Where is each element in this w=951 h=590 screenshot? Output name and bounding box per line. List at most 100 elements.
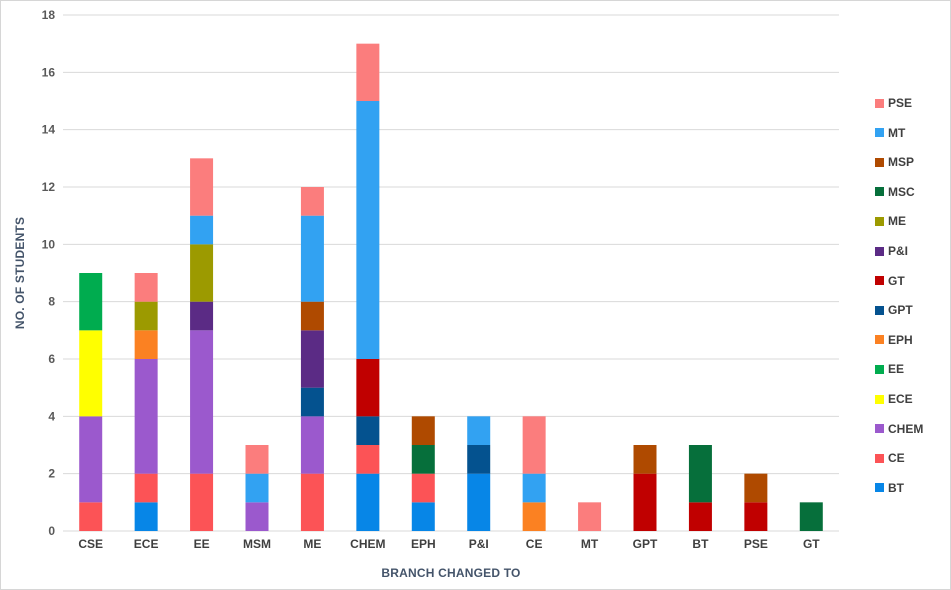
bar-segment-GPT-P&I: [467, 445, 491, 474]
legend-label: GPT: [888, 303, 913, 318]
bar-segment-CE-EE: [190, 473, 214, 531]
bar-segment-CHEM-CSE: [79, 416, 103, 503]
x-category-label-GPT: GPT: [633, 537, 658, 551]
bar-segment-MSP-ME: [300, 301, 324, 331]
legend-swatch-icon: [875, 246, 884, 256]
legend-swatch-icon: [875, 335, 884, 345]
bar-segment-GT-CHEM: [356, 359, 380, 417]
x-category-label-P&I: P&I: [469, 537, 489, 551]
legend-item-GPT: GPT: [875, 304, 913, 316]
bar-segment-PSE-EE: [190, 158, 214, 216]
legend-swatch-icon: [875, 305, 884, 315]
bar-segment-PSE-CE: [522, 416, 546, 474]
legend-label: PSE: [888, 96, 913, 110]
legend-label: EPH: [888, 332, 913, 347]
bar-segment-PSE-ME: [300, 187, 324, 216]
bar-segment-BT-CHEM: [356, 473, 380, 531]
bar-segment-P&I-ME: [300, 330, 324, 388]
x-category-label-MT: MT: [581, 537, 599, 551]
bar-segment-PSE-MT: [578, 502, 602, 531]
bar-segment-MSP-EPH: [411, 416, 435, 445]
bar-segment-GT-PSE: [744, 502, 768, 531]
bar-segment-GPT-CHEM: [356, 416, 380, 445]
legend-swatch-icon: [875, 276, 884, 286]
legend-item-CE: CE: [875, 452, 905, 464]
bar-segment-EPH-CE: [522, 502, 546, 531]
legend-swatch-icon: [875, 424, 884, 434]
y-tick-label-12: 12: [42, 180, 56, 194]
legend-label: CE: [888, 451, 905, 466]
bar-segment-MSP-PSE: [744, 473, 768, 503]
legend-swatch-icon: [875, 187, 884, 197]
legend-label: GT: [888, 273, 905, 288]
bar-segment-MSC-BT: [688, 445, 712, 503]
bar-segment-P&I-EE: [190, 301, 214, 331]
legend-label: ECE: [888, 392, 913, 406]
legend-item-BT: BT: [875, 482, 904, 494]
legend-item-CHEM: CHEM: [875, 423, 923, 435]
x-category-label-EE: EE: [194, 537, 210, 551]
legend-label: MSC: [888, 184, 915, 199]
bar-segment-BT-ECE: [134, 502, 158, 531]
x-category-label-PSE: PSE: [744, 537, 768, 551]
legend-swatch-icon: [875, 157, 884, 167]
y-tick-label-8: 8: [48, 295, 55, 309]
bar-segment-ME-ECE: [134, 301, 158, 331]
y-axis-title: NO. OF STUDENTS: [13, 216, 27, 330]
bar-segment-CHEM-ME: [300, 416, 324, 474]
y-tick-label-10: 10: [42, 237, 56, 251]
x-category-label-GT: GT: [803, 537, 820, 551]
bar-segment-PSE-MSM: [245, 445, 269, 474]
bar-segment-CHEM-ECE: [134, 359, 158, 474]
legend-swatch-icon: [875, 98, 884, 108]
y-tick-label-14: 14: [42, 123, 56, 137]
bar-segment-ME-EE: [190, 244, 214, 302]
bar-segment-PSE-CHEM: [356, 43, 380, 101]
y-tick-label-0: 0: [48, 524, 55, 538]
bar-segment-MT-MSM: [245, 473, 269, 503]
x-axis-title: BRANCH CHANGED TO: [381, 566, 521, 580]
legend-swatch-icon: [875, 453, 884, 463]
bar-segment-MT-CHEM: [356, 101, 380, 359]
y-tick-label-16: 16: [42, 65, 56, 79]
x-category-label-EPH: EPH: [411, 537, 436, 551]
legend-swatch-icon: [875, 364, 884, 374]
legend-item-MSC: MSC: [875, 186, 915, 198]
x-category-label-ME: ME: [303, 537, 321, 551]
legend-item-EE: EE: [875, 363, 904, 375]
legend-swatch-icon: [875, 216, 884, 226]
legend-label: EE: [888, 362, 905, 377]
bar-segment-CE-CSE: [79, 502, 103, 531]
bar-segment-EPH-ECE: [134, 330, 158, 359]
legend-swatch-icon: [875, 483, 884, 493]
y-tick-label-4: 4: [48, 409, 55, 423]
bar-segment-BT-P&I: [467, 473, 491, 531]
legend-label: MSP: [888, 155, 915, 170]
x-category-label-ECE: ECE: [134, 537, 159, 551]
bar-segment-MSC-GT: [799, 502, 823, 531]
bar-segment-CHEM-EE: [190, 330, 214, 474]
legend-item-MSP: MSP: [875, 156, 914, 168]
legend-item-ECE: ECE: [875, 393, 913, 405]
y-tick-label-6: 6: [48, 352, 55, 366]
bar-segment-PSE-ECE: [134, 273, 158, 302]
x-category-label-BT: BT: [692, 537, 709, 551]
legend-label: CHEM: [888, 421, 924, 436]
x-category-label-CHEM: CHEM: [350, 537, 385, 551]
legend-label: BT: [888, 480, 904, 495]
legend-swatch-icon: [875, 128, 884, 138]
bar-segment-MSC-EPH: [411, 445, 435, 474]
legend-label: ME: [888, 214, 906, 229]
bar-segment-GT-BT: [688, 502, 712, 531]
bar-segment-GT-GPT: [633, 473, 657, 531]
bar-segment-MT-EE: [190, 215, 214, 245]
bar-segment-GPT-ME: [300, 387, 324, 417]
legend-label: P&I: [888, 244, 909, 258]
legend-item-PSE: PSE: [875, 97, 912, 109]
bar-segment-CE-ME: [300, 473, 324, 531]
bar-segment-CE-ECE: [134, 473, 158, 503]
legend-item-P&I: P&I: [875, 245, 908, 257]
x-category-label-MSM: MSM: [243, 537, 271, 551]
